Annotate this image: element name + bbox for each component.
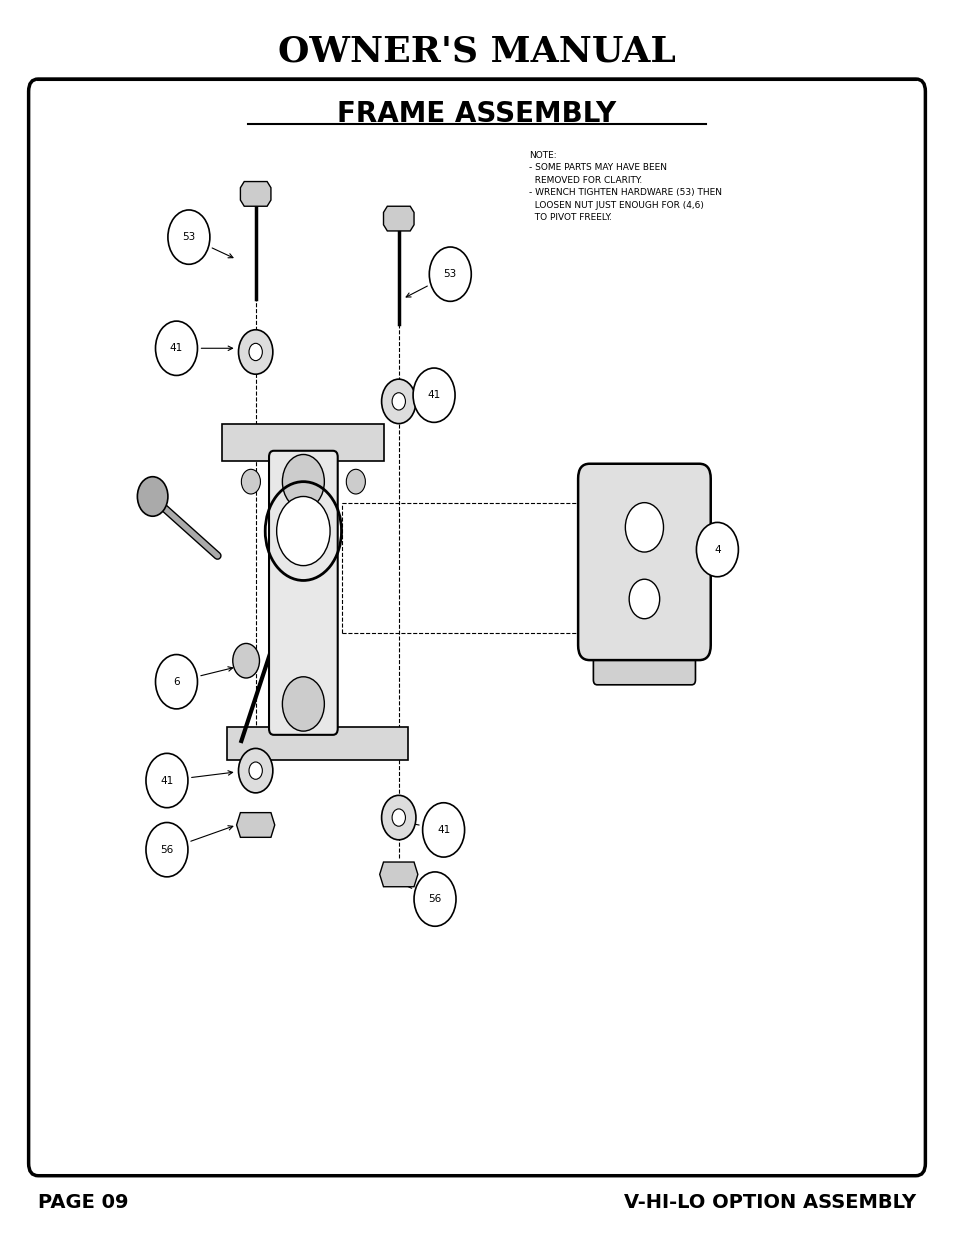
Text: 53: 53 xyxy=(443,269,456,279)
Circle shape xyxy=(146,753,188,808)
Circle shape xyxy=(276,496,330,566)
Polygon shape xyxy=(383,206,414,231)
Circle shape xyxy=(249,762,262,779)
Bar xyxy=(222,424,384,461)
Text: 41: 41 xyxy=(436,825,450,835)
Circle shape xyxy=(381,379,416,424)
Circle shape xyxy=(168,210,210,264)
Polygon shape xyxy=(236,813,274,837)
Circle shape xyxy=(414,872,456,926)
FancyBboxPatch shape xyxy=(578,463,710,659)
Text: 41: 41 xyxy=(160,776,173,785)
Text: 4: 4 xyxy=(714,545,720,555)
Circle shape xyxy=(346,469,365,494)
Text: PAGE 09: PAGE 09 xyxy=(38,1193,129,1213)
Circle shape xyxy=(155,321,197,375)
FancyBboxPatch shape xyxy=(269,451,337,735)
Polygon shape xyxy=(240,182,271,206)
Text: 56: 56 xyxy=(160,845,173,855)
Text: OWNER'S MANUAL: OWNER'S MANUAL xyxy=(278,35,675,69)
Circle shape xyxy=(392,393,405,410)
Circle shape xyxy=(241,469,260,494)
Text: 41: 41 xyxy=(427,390,440,400)
FancyBboxPatch shape xyxy=(29,79,924,1176)
Circle shape xyxy=(238,330,273,374)
Circle shape xyxy=(624,503,663,552)
Circle shape xyxy=(282,454,324,509)
Text: 41: 41 xyxy=(170,343,183,353)
Text: 6: 6 xyxy=(173,677,179,687)
Circle shape xyxy=(155,655,197,709)
Text: 56: 56 xyxy=(428,894,441,904)
Circle shape xyxy=(137,477,168,516)
Circle shape xyxy=(413,368,455,422)
Circle shape xyxy=(696,522,738,577)
Circle shape xyxy=(249,343,262,361)
Circle shape xyxy=(381,795,416,840)
Circle shape xyxy=(629,579,659,619)
Circle shape xyxy=(422,803,464,857)
Circle shape xyxy=(429,247,471,301)
Circle shape xyxy=(238,748,273,793)
Text: NOTE:
- SOME PARTS MAY HAVE BEEN
  REMOVED FOR CLARITY.
- WRENCH TIGHTEN HARDWAR: NOTE: - SOME PARTS MAY HAVE BEEN REMOVED… xyxy=(529,151,721,222)
Text: 53: 53 xyxy=(182,232,195,242)
Circle shape xyxy=(233,643,259,678)
Text: V-HI-LO OPTION ASSEMBLY: V-HI-LO OPTION ASSEMBLY xyxy=(623,1193,915,1213)
Bar xyxy=(227,727,408,760)
Text: FRAME ASSEMBLY: FRAME ASSEMBLY xyxy=(337,100,616,127)
Polygon shape xyxy=(379,862,417,887)
Circle shape xyxy=(282,677,324,731)
FancyBboxPatch shape xyxy=(593,640,695,684)
Circle shape xyxy=(392,809,405,826)
Circle shape xyxy=(146,823,188,877)
